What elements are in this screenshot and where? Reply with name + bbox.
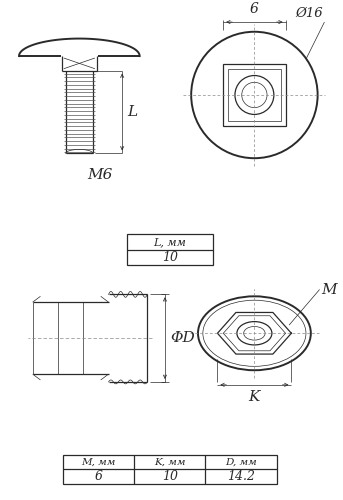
Text: L: L: [127, 105, 137, 119]
Bar: [127, 234, 213, 265]
Text: M6: M6: [87, 168, 113, 182]
Text: K, мм: K, мм: [154, 458, 186, 466]
Text: 6: 6: [250, 2, 259, 16]
Text: D, мм: D, мм: [225, 458, 257, 466]
Text: M: M: [321, 282, 337, 296]
Bar: [228, 68, 281, 121]
Text: 10: 10: [162, 470, 178, 483]
Text: ΦD: ΦD: [171, 331, 196, 345]
Bar: [223, 64, 285, 126]
Text: K: K: [249, 390, 260, 404]
Text: M, мм: M, мм: [81, 458, 116, 466]
Bar: [63, 455, 277, 484]
Text: 6: 6: [94, 470, 103, 483]
Text: 10: 10: [162, 251, 178, 264]
Text: L, мм: L, мм: [153, 237, 186, 247]
Text: Ø16: Ø16: [295, 7, 322, 20]
Text: 14.2: 14.2: [227, 470, 255, 483]
